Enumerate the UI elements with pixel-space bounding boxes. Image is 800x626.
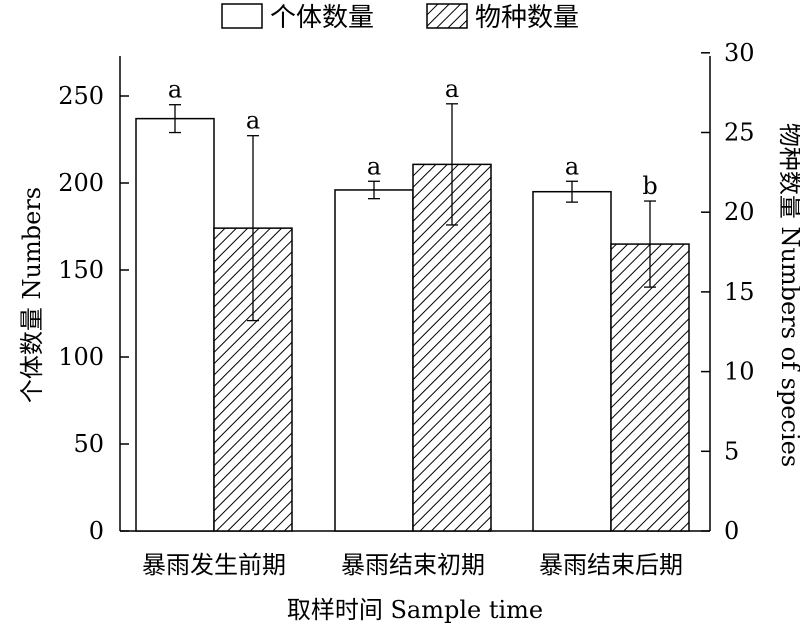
left-tick-label: 100 (58, 343, 104, 371)
legend: 个体数量 物种数量 (221, 3, 579, 33)
individuals-significance-label: a (367, 152, 381, 180)
category-labels: 暴雨发生前期 暴雨结束初期 暴雨结束后期 (142, 551, 683, 579)
left-tick-label: 150 (58, 256, 104, 284)
right-tick-label: 15 (724, 278, 755, 306)
right-tick-label: 20 (724, 198, 755, 226)
individuals-significance-label: a (168, 76, 182, 104)
left-tick-label: 250 (58, 82, 104, 110)
right-tick-label: 5 (724, 437, 739, 465)
species-significance-label: a (246, 107, 260, 135)
right-tick-label: 25 (724, 119, 755, 147)
left-tick-label: 0 (89, 517, 104, 545)
left-tick-label: 50 (73, 430, 104, 458)
category-label: 暴雨结束后期 (539, 551, 683, 579)
x-axis-title: 取样时间 Sample time (287, 596, 543, 624)
category-label: 暴雨结束初期 (341, 551, 485, 579)
category-label: 暴雨发生前期 (142, 551, 286, 579)
left-axis-ticks: 0 50 100 150 200 250 (58, 82, 129, 545)
bars: a a a a a b (135, 75, 690, 532)
legend-swatch-species (426, 3, 468, 29)
species-significance-label: b (642, 172, 657, 200)
individuals-bar (135, 117, 215, 532)
right-tick-label: 10 (724, 358, 755, 386)
y-axis-title-right: 物种数量 Numbers of species (776, 123, 800, 467)
species-significance-label: a (445, 75, 459, 103)
legend-swatch-individuals (221, 3, 263, 29)
right-tick-label: 0 (724, 517, 739, 545)
species-bar (610, 243, 690, 532)
left-tick-label: 200 (58, 169, 104, 197)
legend-label-species: 物种数量 (475, 3, 579, 33)
individuals-bar (532, 190, 612, 532)
individuals-significance-label: a (565, 152, 579, 180)
right-axis-ticks: 0 5 10 15 20 25 30 (701, 39, 755, 545)
individuals-bar (334, 189, 414, 532)
y-axis-title-left: 个体数量 Numbers (18, 187, 46, 403)
right-tick-label: 30 (724, 39, 755, 67)
legend-label-individuals: 个体数量 (270, 3, 374, 33)
